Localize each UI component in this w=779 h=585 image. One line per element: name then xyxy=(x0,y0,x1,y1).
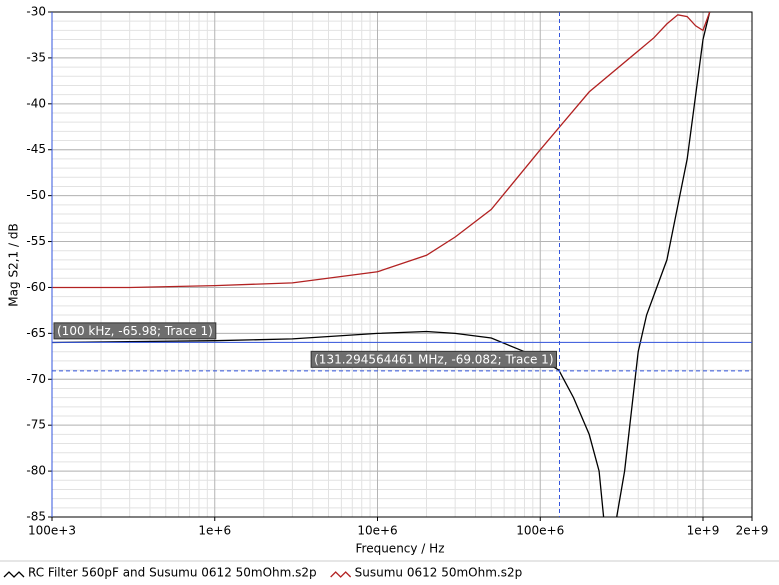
y-axis-label: Mag S2,1 / dB xyxy=(7,223,21,306)
cursor-label: (131.294564461 MHz, -69.082; Trace 1) xyxy=(310,350,557,368)
legend-swatch xyxy=(3,571,25,578)
series-line xyxy=(52,12,711,289)
y-tick-label: -50 xyxy=(26,188,46,202)
legend-label: Susumu 0612 50mOhm.s2p xyxy=(355,566,523,580)
y-tick-label: -45 xyxy=(26,142,46,156)
y-tick-label: -30 xyxy=(26,5,46,19)
legend-swatch xyxy=(330,571,352,578)
x-tick-label: 10e+6 xyxy=(357,524,397,538)
x-axis-label: Frequency / Hz xyxy=(356,542,445,556)
cursor-label: (100 kHz, -65.98; Trace 1) xyxy=(53,322,217,340)
y-tick-label: -70 xyxy=(26,372,46,386)
y-tick-label: -40 xyxy=(26,96,46,110)
cursor-label-text: (131.294564461 MHz, -69.082; Trace 1) xyxy=(314,352,553,366)
y-tick-label: -75 xyxy=(26,418,46,432)
series-line xyxy=(52,12,711,517)
cursor-label-bg xyxy=(53,322,217,340)
x-tick-label: 2e+9 xyxy=(736,524,769,538)
legend-label: RC Filter 560pF and Susumu 0612 50mOhm.s… xyxy=(28,566,317,580)
y-tick-label: -85 xyxy=(26,510,46,524)
x-tick-label: 100e+3 xyxy=(28,524,76,538)
y-tick-label: -55 xyxy=(26,234,46,248)
y-tick-label: -80 xyxy=(26,464,46,478)
cursor-label-text: (100 kHz, -65.98; Trace 1) xyxy=(57,324,213,338)
cursor-label-bg xyxy=(310,350,557,368)
x-tick-label: 1e+6 xyxy=(198,524,231,538)
plot-frame xyxy=(51,11,753,518)
x-tick-label: 100e+6 xyxy=(516,524,564,538)
x-tick-label: 1e+9 xyxy=(687,524,720,538)
y-tick-label: -35 xyxy=(26,50,46,64)
y-tick-label: -60 xyxy=(26,280,46,294)
y-tick-label: -65 xyxy=(26,326,46,340)
